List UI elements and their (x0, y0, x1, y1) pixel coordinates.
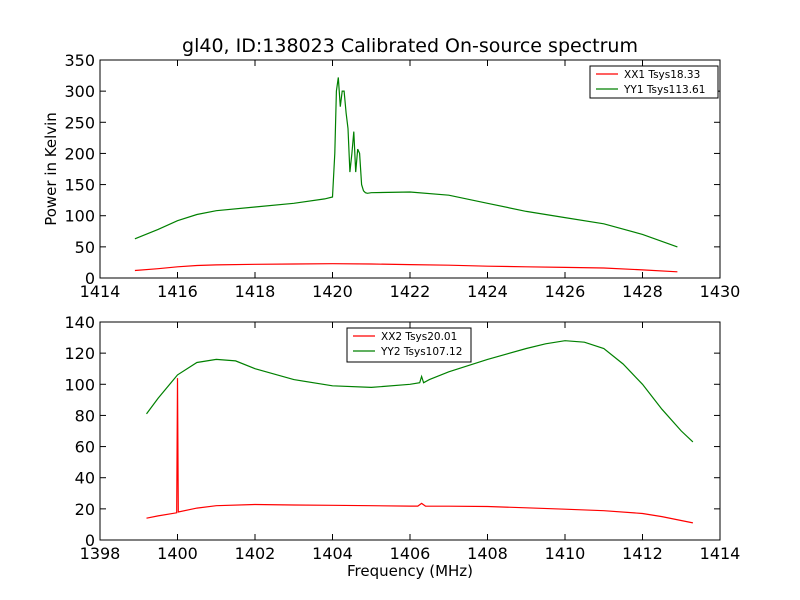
bottom-y-tick-label: 0 (85, 531, 95, 550)
top-y-tick-label: 0 (85, 269, 95, 288)
bottom-x-tick-label: 1408 (467, 544, 508, 563)
top-x-tick-label: 1424 (467, 282, 508, 301)
top-x-tick-label: 1422 (390, 282, 431, 301)
bottom-legend-box (346, 327, 472, 363)
bottom-y-tick-label: 140 (64, 313, 95, 332)
bottom-x-tick-label: 1410 (545, 544, 586, 563)
bottom-x-tick-label: 1400 (157, 544, 198, 563)
top-y-tick-label: 250 (64, 113, 95, 132)
bottom-x-tick-label: 1414 (700, 544, 741, 563)
top-x-tick-label: 1428 (622, 282, 663, 301)
top-y-tick-label: 100 (64, 207, 95, 226)
bottom-x-tick-label: 1404 (312, 544, 353, 563)
top-panel: 1414 1416 1418 1420 1422 1424 1426 1428 1430 0 50 1… (64, 51, 740, 301)
top-x-tick-label: 1418 (235, 282, 276, 301)
bottom-series-line-1 (146, 340, 694, 443)
top-x-tick-label: 1430 (700, 282, 741, 301)
bottom-y-tick-label: 120 (64, 344, 95, 363)
bottom-x-tick-label: 1412 (622, 544, 663, 563)
bottom-y-tick-label: 40 (75, 469, 95, 488)
bottom-x-tick-label: 1406 (390, 544, 431, 563)
bottom-series-line-0 (146, 378, 694, 524)
top-x-tick-label: 1420 (312, 282, 353, 301)
top-y-tick-label: 200 (64, 144, 95, 163)
bottom-x-tick-label: 1402 (235, 544, 276, 563)
bottom-x-axis-label: Frequency (MHz) (347, 562, 473, 580)
top-x-tick-label: 1426 (545, 282, 586, 301)
top-x-tick-label: 1416 (157, 282, 198, 301)
top-y-tick-label: 350 (64, 51, 95, 70)
top-y-tick-label: 300 (64, 82, 95, 101)
bottom-panel: 1398 1400 1402 1404 1406 1408 1410 1412 1414 0 20 4… (64, 313, 740, 563)
top-y-tick-label: 150 (64, 176, 95, 195)
bottom-x-tick-label: 1398 (80, 544, 121, 563)
top-x-tick-label: 1414 (80, 282, 121, 301)
top-legend-label-1: YY1 Tsys113.61 (623, 84, 705, 96)
top-series-line-1 (134, 77, 678, 248)
top-legend-box (589, 65, 719, 99)
bottom-y-tick-label: 60 (75, 438, 95, 457)
top-y-tick-label: 50 (75, 238, 95, 257)
bottom-y-tick-label: 20 (75, 500, 95, 519)
bottom-y-tick-label: 80 (75, 406, 95, 425)
bottom-y-tick-label: 100 (64, 375, 95, 394)
bottom-legend-label-0: XX2 Tsys20.01 (381, 331, 457, 343)
top-y-axis-label: Power in Kelvin (42, 112, 60, 226)
top-series-line-0 (134, 263, 678, 273)
figure-title: gl40, ID:138023 Calibrated On-source spe… (182, 35, 638, 57)
top-legend-label-0: XX1 Tsys18.33 (624, 69, 700, 81)
bottom-legend-label-1: YY2 Tsys107.12 (380, 346, 462, 358)
